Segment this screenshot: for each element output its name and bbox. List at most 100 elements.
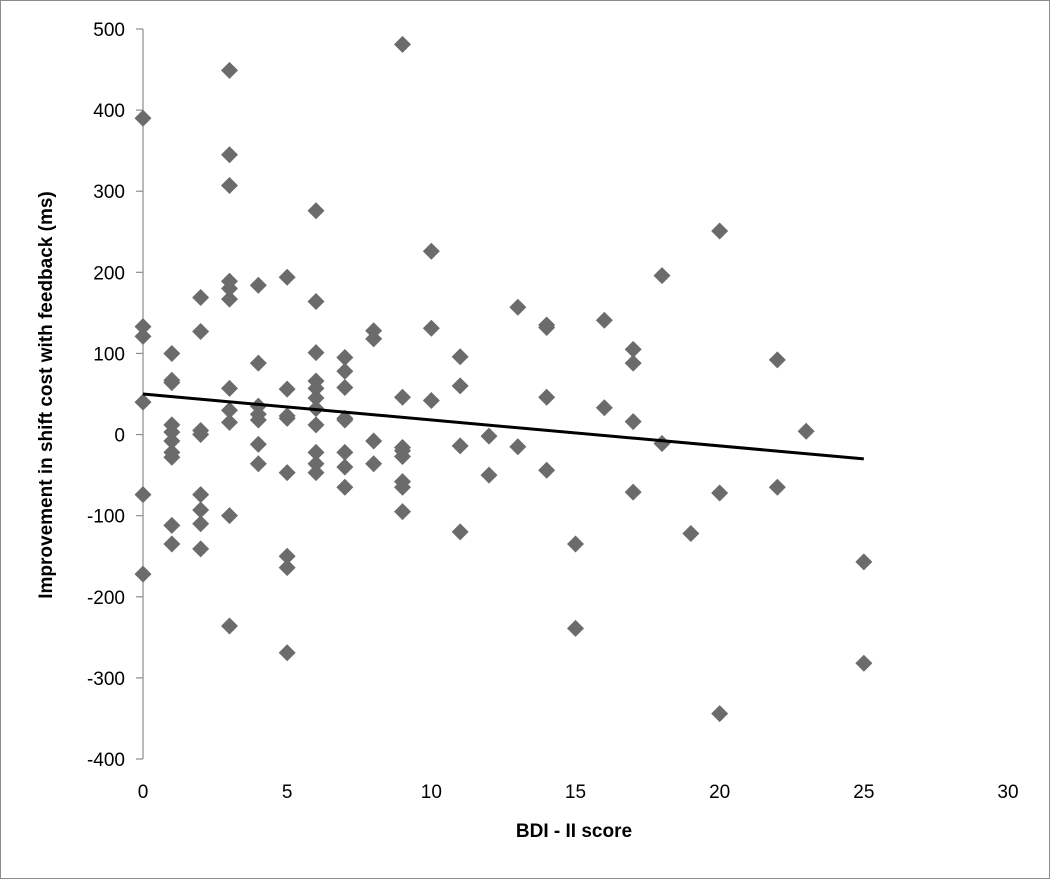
data-point (394, 388, 411, 406)
y-tick-label: 0 (114, 426, 125, 447)
data-point (192, 486, 210, 504)
data-point (278, 644, 296, 662)
data-point (567, 619, 584, 637)
data-point (422, 319, 440, 337)
data-point (394, 447, 411, 465)
data-point (278, 268, 296, 286)
data-point (797, 422, 815, 440)
y-tick-label: -300 (87, 669, 125, 690)
data-point (451, 523, 469, 541)
data-point (595, 399, 613, 417)
data-point (134, 486, 152, 504)
y-axis-label: Improvement in shift cost with feedback … (36, 191, 57, 599)
data-point (567, 535, 584, 553)
x-tick-label: 10 (421, 782, 442, 803)
data-point (163, 344, 181, 362)
axes: 500 400 300 200 100 0 -100 -200 -300 -400 0 5 10 15 20… (87, 20, 1019, 803)
data-point (336, 478, 354, 496)
data-point (307, 202, 325, 220)
data-point (134, 318, 152, 336)
y-tick-label: 100 (93, 344, 125, 365)
data-point (336, 349, 354, 366)
data-point (134, 327, 152, 345)
trendline-group (142, 392, 864, 461)
data-point (538, 318, 556, 336)
x-tick-label: 30 (997, 782, 1018, 803)
data-point (221, 507, 238, 525)
data-point (307, 379, 325, 397)
x-tick-label: 25 (853, 782, 874, 803)
data-point (134, 393, 152, 411)
data-point (163, 535, 181, 553)
data-point (249, 354, 267, 372)
data-point (192, 288, 210, 306)
data-point (711, 705, 729, 723)
data-point (278, 559, 296, 577)
data-point (192, 501, 210, 519)
y-tick-label: -200 (87, 588, 125, 609)
data-point (336, 458, 354, 476)
data-point (451, 437, 469, 455)
data-point (221, 280, 238, 298)
data-point (711, 222, 729, 240)
data-point (221, 413, 238, 431)
data-point (221, 401, 238, 419)
data-point (422, 391, 440, 409)
data-point (480, 427, 498, 445)
data-point (278, 547, 296, 565)
data-point (394, 503, 411, 521)
data-point (451, 348, 469, 366)
data-point (336, 362, 354, 380)
data-point (624, 340, 642, 358)
x-tick-label: 5 (282, 782, 293, 803)
data-point (653, 267, 671, 285)
data-point (624, 413, 642, 431)
data-point (221, 617, 238, 635)
data-point (221, 146, 238, 164)
data-point (422, 242, 440, 260)
data-point (278, 409, 296, 427)
data-point (307, 416, 325, 434)
data-point (394, 35, 411, 53)
x-tick-label: 20 (709, 782, 730, 803)
data-point (278, 464, 296, 482)
data-point (163, 423, 181, 441)
x-axis-label: BDI - II score (516, 821, 632, 842)
data-point (307, 389, 325, 407)
data-point (480, 466, 498, 484)
data-point (192, 515, 210, 533)
data-point (538, 461, 556, 479)
data-point (192, 426, 210, 444)
data-point (163, 516, 181, 534)
data-point (249, 276, 267, 294)
data-point (221, 379, 238, 397)
data-point (768, 478, 786, 496)
x-tick-label: 0 (138, 782, 149, 803)
data-point (768, 351, 786, 369)
data-point (855, 654, 873, 672)
y-tick-label: -400 (87, 750, 125, 771)
data-point (538, 388, 556, 406)
data-point (624, 483, 642, 501)
data-point (595, 311, 613, 329)
data-point (163, 448, 181, 466)
data-point (192, 540, 210, 558)
data-point (365, 432, 383, 450)
data-point (509, 438, 527, 456)
x-tick-label: 15 (565, 782, 586, 803)
data-point (336, 379, 354, 397)
data-point (221, 290, 238, 308)
data-point (509, 298, 527, 316)
data-point (394, 478, 411, 496)
data-point (365, 330, 383, 348)
data-point (134, 565, 152, 583)
data-point (711, 484, 729, 502)
data-point (307, 293, 325, 311)
data-point (192, 323, 210, 341)
data-point (134, 109, 152, 127)
data-point (221, 177, 238, 195)
data-point (307, 455, 325, 473)
data-point (451, 377, 469, 395)
data-point (163, 374, 181, 392)
